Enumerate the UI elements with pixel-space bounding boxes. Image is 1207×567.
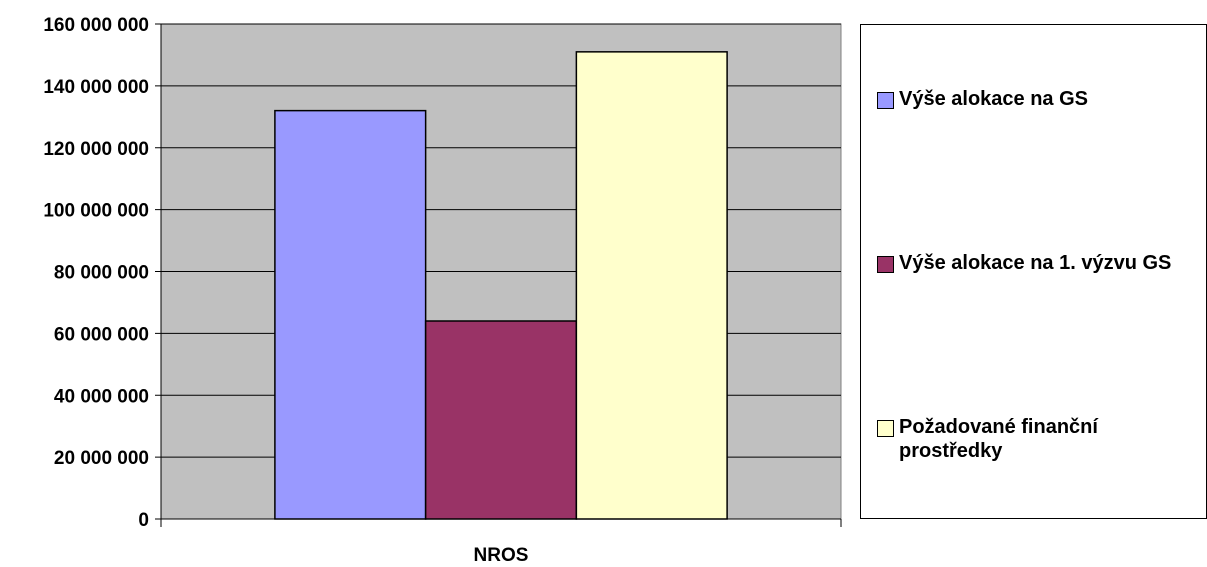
y-tick-label: 0 [138, 510, 149, 531]
legend-swatch-pozadovane [877, 420, 894, 437]
legend-item-gs: Výše alokace na GS [877, 87, 1199, 111]
chart: 0 20 000 000 40 000 000 60 000 000 80 000 00… [43, 15, 842, 566]
x-category-label: NROS [474, 545, 529, 566]
legend-item-1-vyzva: Výše alokace na 1. výzvu GS [877, 251, 1199, 275]
bar-2 [424, 320, 578, 520]
y-tick-label: 120 000 000 [43, 139, 149, 160]
y-tick-label: 60 000 000 [54, 324, 149, 345]
legend-label-pozadovane: Požadované finanční prostředky [899, 416, 1098, 462]
bar-3 [575, 51, 728, 520]
y-tick-label: 140 000 000 [43, 77, 149, 98]
legend-swatch-1-vyzva [877, 256, 894, 273]
y-tick-label: 160 000 000 [43, 15, 149, 36]
bars [274, 51, 728, 520]
y-tick-label: 100 000 000 [43, 201, 149, 222]
legend: Výše alokace na GS Výše alokace na 1. vý… [860, 24, 1207, 519]
y-tick-label: 80 000 000 [54, 263, 149, 284]
y-tick-label: 20 000 000 [54, 448, 149, 469]
bar-1 [274, 109, 427, 520]
legend-label-1-vyzva: Výše alokace na 1. výzvu GS [899, 252, 1172, 274]
y-tick-label: 40 000 000 [54, 386, 149, 407]
legend-label-gs: Výše alokace na GS [899, 88, 1089, 110]
y-axis-ticks: 0 20 000 000 40 000 000 60 000 000 80 000 00… [43, 15, 842, 531]
legend-item-pozadovane: Požadované finanční prostředky [877, 415, 1199, 463]
legend-swatch-gs [877, 92, 894, 109]
